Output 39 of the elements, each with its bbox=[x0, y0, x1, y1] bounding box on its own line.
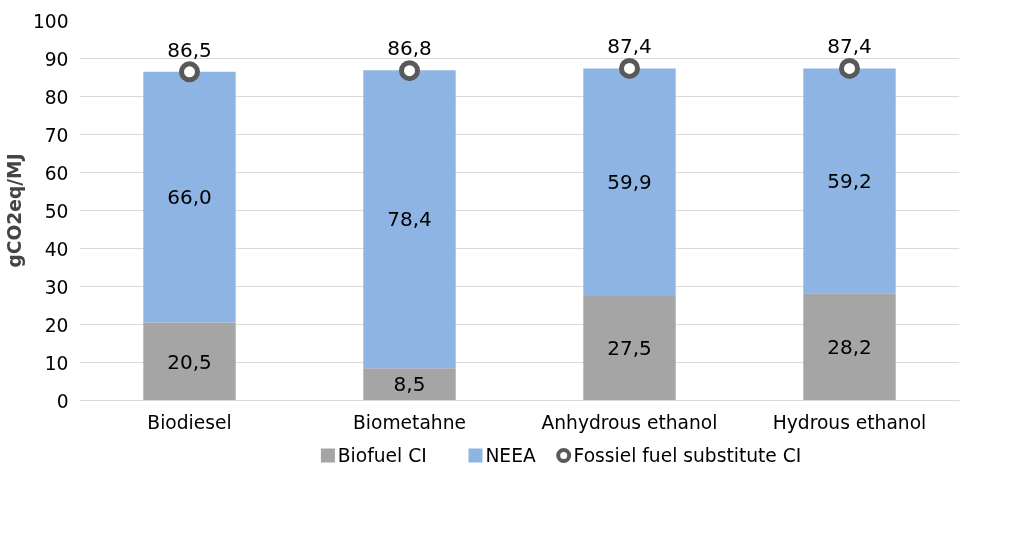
y-axis-title: gCO2eq/MJ bbox=[3, 153, 25, 268]
data-label: 8,5 bbox=[393, 372, 426, 397]
data-label: 86,5 bbox=[167, 37, 212, 62]
data-label: 59,9 bbox=[607, 170, 652, 195]
y-tick-label: 10 bbox=[44, 352, 69, 374]
bar bbox=[803, 293, 896, 401]
data-label: 66,0 bbox=[167, 185, 212, 210]
y-tick-label: 20 bbox=[44, 314, 69, 336]
y-tick-label: 60 bbox=[44, 162, 69, 184]
y-tick-label: 90 bbox=[44, 48, 69, 70]
y-tick-label: 50 bbox=[44, 200, 69, 222]
y-tick-label: 80 bbox=[44, 86, 69, 108]
legend-label: Fossiel fuel substitute CI bbox=[573, 445, 802, 466]
y-tick-label: 70 bbox=[44, 124, 69, 146]
data-label: 78,4 bbox=[387, 207, 432, 232]
legend-label: Biofuel CI bbox=[337, 445, 427, 466]
y-tick-label: 0 bbox=[56, 390, 69, 412]
data-label: 27,5 bbox=[607, 336, 652, 361]
x-tick-label: Biometahne bbox=[353, 411, 466, 433]
bar bbox=[803, 68, 896, 294]
bar bbox=[143, 71, 236, 323]
data-label: 87,4 bbox=[607, 34, 652, 59]
bar bbox=[143, 322, 236, 401]
y-tick-label: 100 bbox=[32, 10, 69, 32]
data-label: 20,5 bbox=[167, 349, 212, 374]
bar bbox=[363, 368, 456, 401]
data-label: 28,2 bbox=[827, 334, 872, 359]
bar bbox=[583, 68, 676, 296]
y-tick-label: 30 bbox=[44, 276, 69, 298]
data-label: 86,8 bbox=[387, 36, 432, 61]
y-tick-label: 40 bbox=[44, 238, 69, 260]
x-tick-label: Biodiesel bbox=[147, 411, 232, 433]
data-label: 59,2 bbox=[827, 168, 872, 193]
data-label: 87,4 bbox=[827, 34, 872, 59]
bar bbox=[583, 296, 676, 401]
x-tick-label: Hydrous ethanol bbox=[772, 411, 927, 433]
x-tick-label: Anhydrous ethanol bbox=[541, 411, 718, 433]
bar bbox=[363, 70, 456, 369]
legend-label: NEEA bbox=[485, 445, 536, 466]
